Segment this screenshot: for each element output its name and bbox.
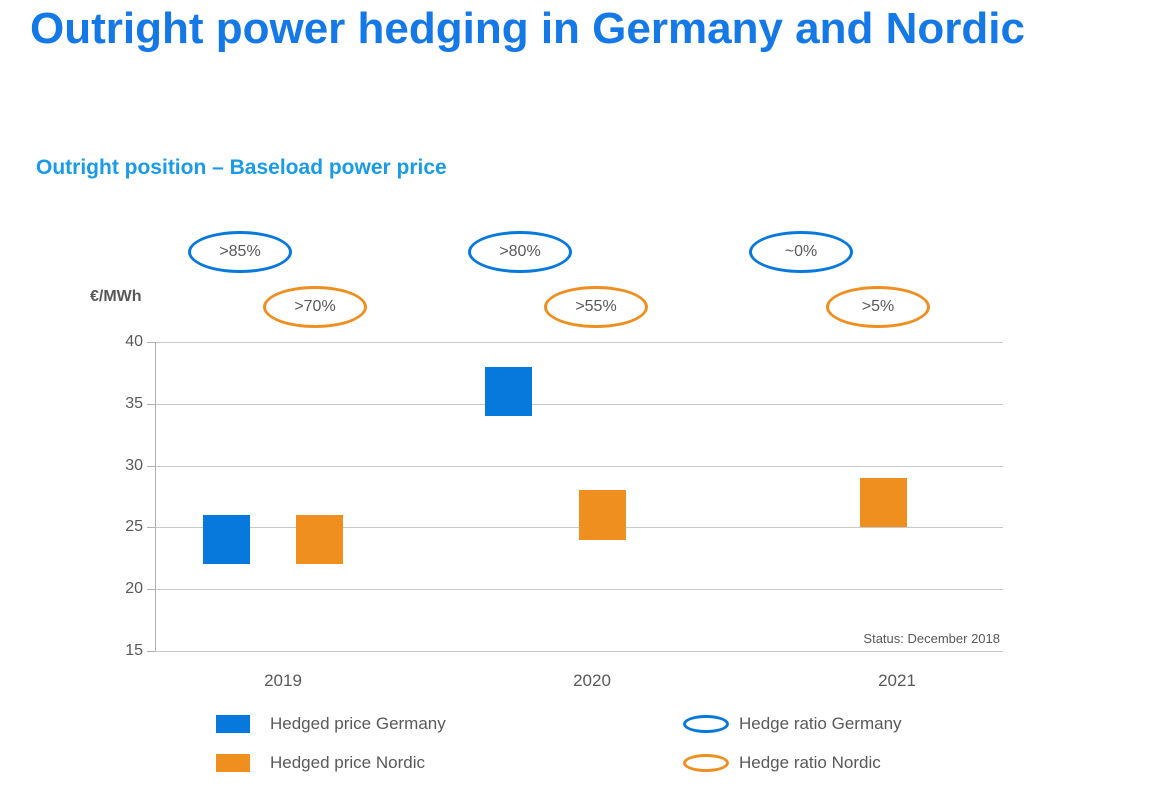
y-axis-tick	[147, 589, 155, 591]
hedge-ratio-nordic-2021: >5%	[826, 286, 930, 328]
gridline	[155, 465, 1003, 467]
legend-swatch-ellipse	[683, 754, 729, 772]
status-note: Status: December 2018	[863, 631, 1000, 646]
gridline	[155, 651, 1003, 652]
x-axis-label-2021: 2021	[878, 671, 916, 690]
y-axis-line	[155, 342, 156, 651]
x-axis-label-2019: 2019	[264, 671, 302, 690]
legend-swatch-rect	[216, 754, 250, 772]
legend-item: Hedge ratio Germany	[683, 714, 902, 734]
legend-item: Hedge ratio Nordic	[683, 753, 881, 773]
legend-item: Hedged price Germany	[216, 714, 446, 734]
legend-swatch-rect	[216, 715, 250, 733]
gridline	[155, 342, 1003, 343]
legend-label: Hedged price Germany	[270, 714, 446, 733]
gridline	[155, 589, 1003, 591]
x-axis-label-2020: 2020	[573, 671, 611, 690]
y-axis-tick	[147, 651, 155, 652]
y-axis-tick	[147, 527, 155, 529]
y-axis-tick-label: 20	[125, 580, 143, 598]
y-axis-tick-label: 35	[125, 394, 143, 412]
hedge-ratio-germany-2020: >80%	[468, 231, 572, 273]
y-axis-tick-label: 15	[125, 642, 143, 659]
page-title: Outright power hedging in Germany and No…	[30, 4, 1025, 53]
hedge-ratio-germany-2019: >85%	[188, 231, 292, 273]
y-axis-tick-label: 30	[125, 456, 143, 474]
legend-swatch-ellipse	[683, 715, 729, 733]
chart-subtitle: Outright position – Baseload power price	[36, 156, 447, 179]
gridline	[155, 403, 1003, 405]
bar-germany-2020	[484, 366, 532, 417]
bar-germany-2019	[202, 515, 250, 565]
y-axis-tick-label: 40	[125, 333, 143, 350]
legend-label: Hedged price Nordic	[270, 753, 425, 772]
hedge-ratio-nordic-2020: >55%	[544, 286, 648, 328]
y-axis-tick-label: 25	[125, 518, 143, 536]
hedge-ratio-germany-2021: ~0%	[749, 231, 853, 273]
y-axis-tick	[147, 342, 155, 343]
bar-nordic-2019	[295, 515, 343, 565]
bar-nordic-2020	[578, 490, 626, 540]
y-axis-unit-label: €/MWh	[90, 288, 142, 305]
bar-nordic-2021	[859, 477, 907, 528]
hedge-ratio-nordic-2019: >70%	[263, 286, 367, 328]
y-axis-tick	[147, 465, 155, 467]
legend-label: Hedge ratio Germany	[739, 714, 902, 733]
legend-item: Hedged price Nordic	[216, 753, 425, 773]
y-axis-tick	[147, 403, 155, 405]
legend-label: Hedge ratio Nordic	[739, 753, 881, 772]
